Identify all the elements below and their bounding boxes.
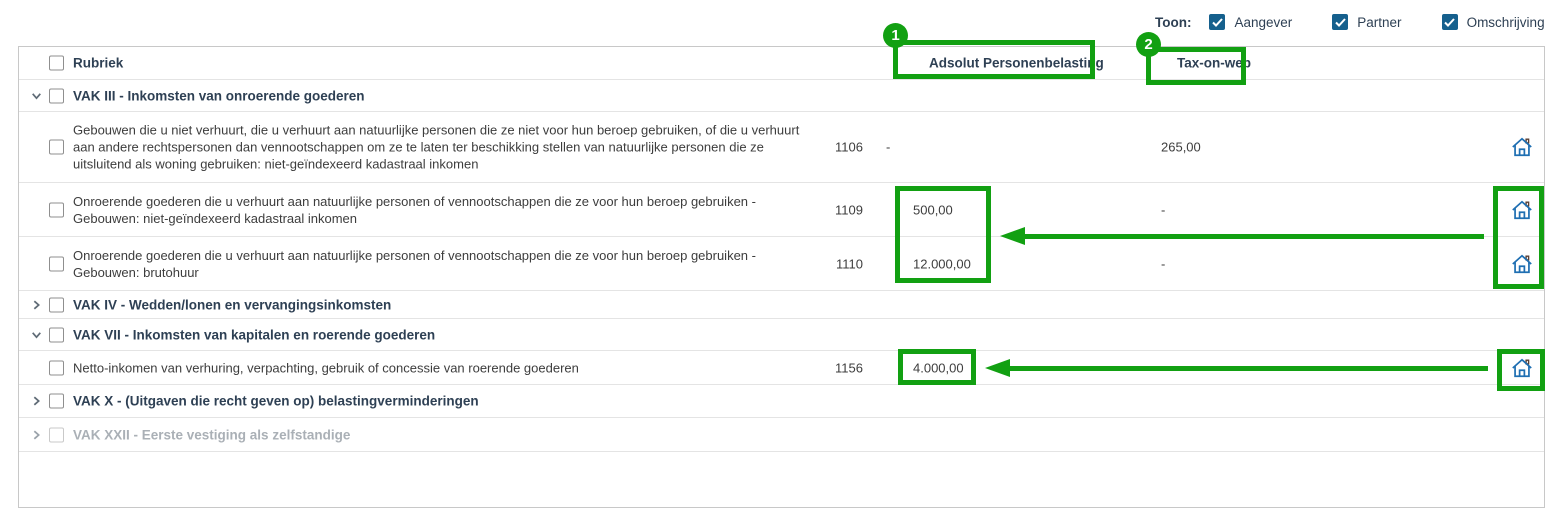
row-checkbox[interactable] — [49, 360, 64, 375]
row-description: Onroerende goederen die u verhuurt aan n… — [73, 247, 756, 280]
chevron-down-icon[interactable] — [30, 89, 43, 102]
house-icon[interactable] — [1509, 134, 1535, 160]
row-code: 1109 — [835, 202, 863, 217]
group-row-vak-iv[interactable]: VAK IV - Wedden/lonen en vervangingsinko… — [19, 291, 1544, 319]
row-description: Gebouwen die u niet verhuurt, die u verh… — [73, 122, 800, 172]
row-checkbox[interactable] — [49, 393, 64, 409]
column-header-rubriek: Rubriek — [73, 55, 124, 71]
checkbox-label-aangever: Aangever — [1234, 14, 1293, 30]
row-checkbox[interactable] — [49, 256, 64, 271]
row-checkbox — [49, 427, 64, 442]
taxonweb-value: - — [1161, 256, 1166, 271]
house-icon[interactable] — [1509, 251, 1535, 277]
table-header-row: Rubriek Adsolut Personenbelasting Tax-on… — [19, 47, 1544, 80]
column-header-taxonweb: Tax-on-web — [1177, 55, 1251, 71]
row-checkbox[interactable] — [49, 88, 64, 103]
taxonweb-value: - — [1161, 202, 1166, 217]
table-row-1110: Onroerende goederen die u verhuurt aan n… — [19, 237, 1544, 291]
checkbox-omschrijving[interactable]: Omschrijving — [1441, 14, 1545, 30]
select-all-checkbox[interactable] — [49, 55, 64, 71]
toon-label: Toon: — [1155, 14, 1192, 30]
toon-toolbar: Toon: Aangever Partner Omschrijving — [1155, 14, 1545, 30]
group-label: VAK XXII - Eerste vestiging als zelfstan… — [73, 427, 351, 442]
adsolut-value: 4.000,00 — [913, 360, 964, 375]
group-row-vak-vii[interactable]: VAK VII - Inkomsten van kapitalen en roe… — [19, 319, 1544, 351]
rubriek-table: Rubriek Adsolut Personenbelasting Tax-on… — [18, 46, 1545, 508]
checked-checkbox-icon[interactable] — [1441, 14, 1458, 30]
adsolut-value: 12.000,00 — [913, 256, 971, 271]
house-icon[interactable] — [1509, 197, 1535, 223]
checkbox-label-omschrijving: Omschrijving — [1466, 14, 1545, 30]
group-label: VAK III - Inkomsten van onroerende goede… — [73, 88, 365, 103]
chevron-down-icon[interactable] — [30, 328, 43, 341]
annotation-badge-1: 1 — [883, 23, 908, 48]
table-row-1156: Netto-inkomen van verhuring, verpachting… — [19, 351, 1544, 385]
group-row-vak-iii[interactable]: VAK III - Inkomsten van onroerende goede… — [19, 80, 1544, 112]
row-code: 1106 — [835, 139, 863, 155]
column-header-adsolut: Adsolut Personenbelasting — [929, 55, 1104, 71]
row-checkbox[interactable] — [49, 327, 64, 342]
checked-checkbox-icon[interactable] — [1209, 14, 1226, 30]
chevron-right-icon — [30, 428, 43, 441]
row-description: Netto-inkomen van verhuring, verpachting… — [73, 359, 579, 375]
table-row-1109: Onroerende goederen die u verhuurt aan n… — [19, 183, 1544, 237]
group-label: VAK X - (Uitgaven die recht geven op) be… — [73, 393, 479, 409]
adsolut-value: - — [886, 139, 891, 155]
chevron-right-icon[interactable] — [30, 395, 43, 408]
group-row-vak-xxii: VAK XXII - Eerste vestiging als zelfstan… — [19, 418, 1544, 452]
row-checkbox[interactable] — [49, 297, 64, 312]
checkbox-partner[interactable]: Partner — [1332, 14, 1402, 30]
group-row-vak-x[interactable]: VAK X - (Uitgaven die recht geven op) be… — [19, 385, 1544, 418]
checked-checkbox-icon[interactable] — [1332, 14, 1349, 30]
row-description: Onroerende goederen die u verhuurt aan n… — [73, 193, 756, 226]
row-checkbox[interactable] — [49, 202, 64, 217]
group-label: VAK IV - Wedden/lonen en vervangingsinko… — [73, 297, 392, 312]
house-icon[interactable] — [1509, 355, 1535, 381]
checkbox-label-partner: Partner — [1357, 14, 1402, 30]
row-code: 1110 — [836, 256, 863, 271]
row-checkbox[interactable] — [49, 139, 64, 155]
table-row-1106: Gebouwen die u niet verhuurt, die u verh… — [19, 112, 1544, 183]
row-code: 1156 — [835, 360, 863, 375]
group-label: VAK VII - Inkomsten van kapitalen en roe… — [73, 327, 436, 342]
adsolut-value: 500,00 — [913, 202, 953, 217]
taxonweb-value: 265,00 — [1161, 139, 1201, 155]
checkbox-aangever[interactable]: Aangever — [1209, 14, 1292, 30]
chevron-right-icon[interactable] — [30, 298, 43, 311]
